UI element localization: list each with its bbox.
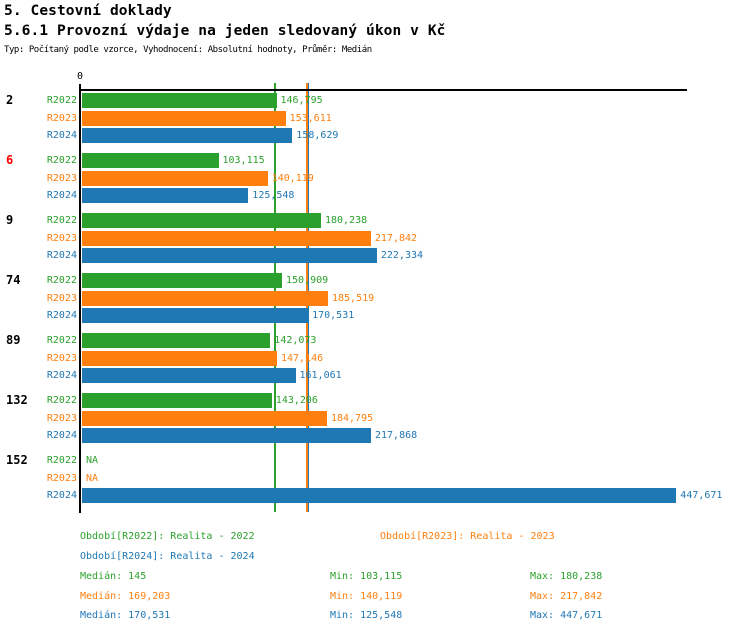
bar-value-label: 147,146 bbox=[281, 352, 324, 364]
bar-r2023 bbox=[81, 350, 277, 366]
series-label-r2022: R2022 bbox=[46, 215, 77, 226]
series-label-r2024: R2024 bbox=[46, 250, 77, 261]
bar-r2022 bbox=[81, 153, 219, 168]
bar-value-label: NA bbox=[86, 472, 99, 484]
legend-median-r2024: Medián: 170,531 bbox=[80, 610, 171, 621]
series-label-r2023: R2023 bbox=[46, 472, 77, 484]
series-label-r2023: R2023 bbox=[46, 172, 77, 184]
bar-r2024 bbox=[81, 128, 293, 143]
legend-max-r2022: Max: 180,238 bbox=[530, 571, 603, 582]
bar-r2024 bbox=[81, 248, 377, 263]
bar-value-label: 184,795 bbox=[331, 412, 374, 424]
series-label-r2022: R2022 bbox=[46, 155, 77, 166]
series-label-r2023: R2023 bbox=[46, 352, 77, 364]
bar-value-label: NA bbox=[86, 455, 99, 466]
bar-value-label: 217,842 bbox=[374, 232, 418, 244]
bar-value-label: 170,531 bbox=[312, 310, 355, 321]
legend-min-r2023: Min: 140,119 bbox=[330, 591, 403, 602]
legend-min-r2022: Min: 103,115 bbox=[330, 571, 403, 582]
bar-value-label: 125,548 bbox=[252, 190, 295, 201]
bar-value-label: 103,115 bbox=[222, 155, 265, 166]
legend-period-r2022: Období[R2022]: Realita - 2022 bbox=[80, 531, 255, 542]
group-label: 74 bbox=[6, 273, 21, 287]
group-label: 152 bbox=[6, 453, 28, 467]
page-title: 5. Cestovní doklady bbox=[4, 3, 172, 19]
bar-value-label: 180,238 bbox=[325, 215, 368, 226]
bar-r2024 bbox=[81, 488, 677, 503]
series-label-r2022: R2022 bbox=[46, 335, 77, 346]
bar-r2024 bbox=[81, 188, 249, 203]
x-axis-zero-tick-label: 0 bbox=[76, 71, 84, 82]
bar-value-label: 222,334 bbox=[380, 250, 424, 261]
legend-median-r2023: Medián: 169,203 bbox=[80, 591, 171, 602]
series-label-r2024: R2024 bbox=[46, 490, 77, 501]
bar-value-label: 217,868 bbox=[375, 430, 418, 441]
bar-r2024 bbox=[81, 368, 296, 383]
bar-r2022 bbox=[81, 93, 277, 108]
legend-max-r2024: Max: 447,671 bbox=[530, 610, 603, 621]
legend-min-r2024: Min: 125,548 bbox=[330, 610, 403, 621]
bar-r2024 bbox=[81, 428, 371, 443]
group-label: 89 bbox=[6, 333, 21, 347]
bar-value-label: 140,119 bbox=[271, 172, 314, 184]
group-label: 9 bbox=[6, 213, 14, 227]
series-label-r2022: R2022 bbox=[46, 95, 77, 106]
series-label-r2024: R2024 bbox=[46, 310, 77, 321]
series-label-r2024: R2024 bbox=[46, 130, 77, 141]
series-label-r2023: R2023 bbox=[46, 112, 77, 124]
group-label: 2 bbox=[6, 93, 14, 107]
bar-r2023 bbox=[81, 290, 328, 306]
series-label-r2023: R2023 bbox=[46, 232, 77, 244]
bar-r2022 bbox=[81, 213, 321, 228]
bar-value-label: 161,061 bbox=[299, 370, 342, 381]
group-label: 6 bbox=[6, 153, 14, 167]
group-label: 132 bbox=[6, 393, 28, 407]
legend-period-r2023: Období[R2023]: Realita - 2023 bbox=[380, 531, 555, 542]
bar-r2022 bbox=[81, 333, 271, 348]
bar-value-label: 146,795 bbox=[280, 95, 323, 106]
series-label-r2024: R2024 bbox=[46, 190, 77, 201]
bar-value-label: 143,206 bbox=[275, 395, 318, 406]
series-label-r2023: R2023 bbox=[46, 292, 77, 304]
legend-median-r2022: Medián: 145 bbox=[80, 571, 147, 582]
bar-r2024 bbox=[81, 308, 309, 323]
series-label-r2024: R2024 bbox=[46, 430, 77, 441]
legend-period-r2024: Období[R2024]: Realita - 2024 bbox=[80, 551, 255, 562]
bar-value-label: 185,519 bbox=[332, 292, 375, 304]
series-label-r2024: R2024 bbox=[46, 370, 77, 381]
series-label-r2023: R2023 bbox=[46, 412, 77, 424]
bar-r2022 bbox=[81, 393, 272, 408]
series-label-r2022: R2022 bbox=[46, 395, 77, 406]
bar-r2022 bbox=[81, 273, 282, 288]
bar-r2023 bbox=[81, 110, 286, 126]
bar-value-label: 447,671 bbox=[680, 490, 723, 501]
chart-title: 5.6.1 Provozní výdaje na jeden sledovaný… bbox=[4, 23, 446, 39]
bar-value-label: 153,611 bbox=[289, 112, 332, 124]
y-axis-line bbox=[79, 84, 81, 513]
chart-subtitle: Typ: Počítaný podle vzorce, Vyhodnocení:… bbox=[4, 45, 372, 55]
bar-value-label: 150,909 bbox=[286, 275, 329, 286]
bar-r2023 bbox=[81, 410, 327, 426]
legend-max-r2023: Max: 217,842 bbox=[530, 591, 603, 602]
series-label-r2022: R2022 bbox=[46, 455, 77, 466]
bar-r2023 bbox=[81, 170, 268, 186]
x-axis-line bbox=[79, 89, 687, 91]
series-label-r2022: R2022 bbox=[46, 275, 77, 286]
bar-value-label: 142,073 bbox=[274, 335, 317, 346]
bar-r2023 bbox=[81, 230, 371, 246]
bar-value-label: 158,629 bbox=[296, 130, 339, 141]
